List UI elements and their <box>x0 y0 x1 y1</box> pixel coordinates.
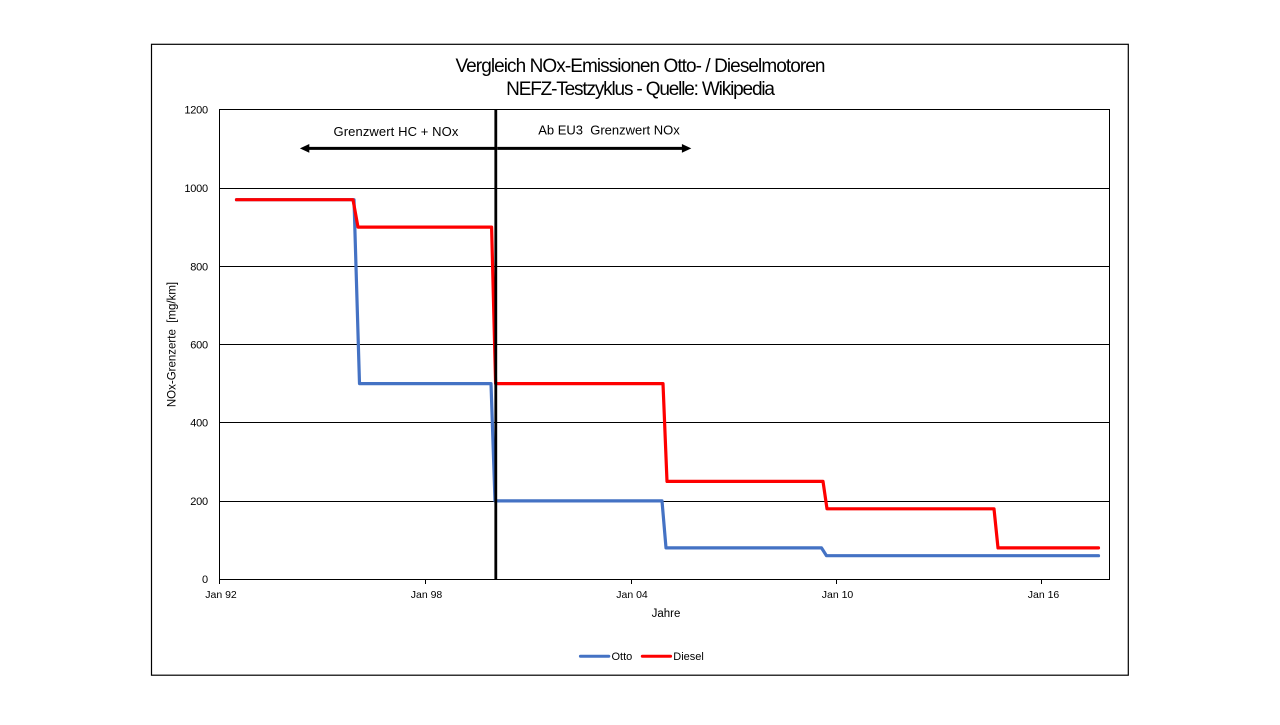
svg-text:1200: 1200 <box>184 105 208 117</box>
svg-text:Jahre: Jahre <box>652 608 681 620</box>
svg-text:800: 800 <box>190 261 208 273</box>
svg-text:400: 400 <box>190 417 208 429</box>
svg-text:Grenzwert HC + NOx: Grenzwert HC + NOx <box>334 124 459 139</box>
svg-text:Ab EU3 Grenzwert NOx: Ab EU3 Grenzwert NOx <box>538 123 680 138</box>
svg-text:NOx-Grenzerte [mg/km]: NOx-Grenzerte [mg/km] <box>167 282 179 407</box>
svg-text:NEFZ-Testzyklus - Quelle: Wiki: NEFZ-Testzyklus - Quelle: Wikipedia <box>506 79 775 100</box>
svg-text:Jan 10: Jan 10 <box>822 589 854 601</box>
svg-text:Jan 98: Jan 98 <box>411 589 443 601</box>
svg-text:1000: 1000 <box>184 183 208 195</box>
svg-text:Otto: Otto <box>612 651 633 663</box>
svg-text:0: 0 <box>202 574 208 586</box>
svg-text:Jan 92: Jan 92 <box>205 589 237 601</box>
svg-text:Jan 16: Jan 16 <box>1028 589 1060 601</box>
svg-text:200: 200 <box>190 496 208 508</box>
svg-text:Diesel: Diesel <box>673 651 704 663</box>
svg-text:Jan 04: Jan 04 <box>616 589 648 601</box>
svg-text:Vergleich NOx-Emissionen Otto-: Vergleich NOx-Emissionen Otto- / Dieselm… <box>455 56 824 77</box>
svg-text:600: 600 <box>190 339 208 351</box>
